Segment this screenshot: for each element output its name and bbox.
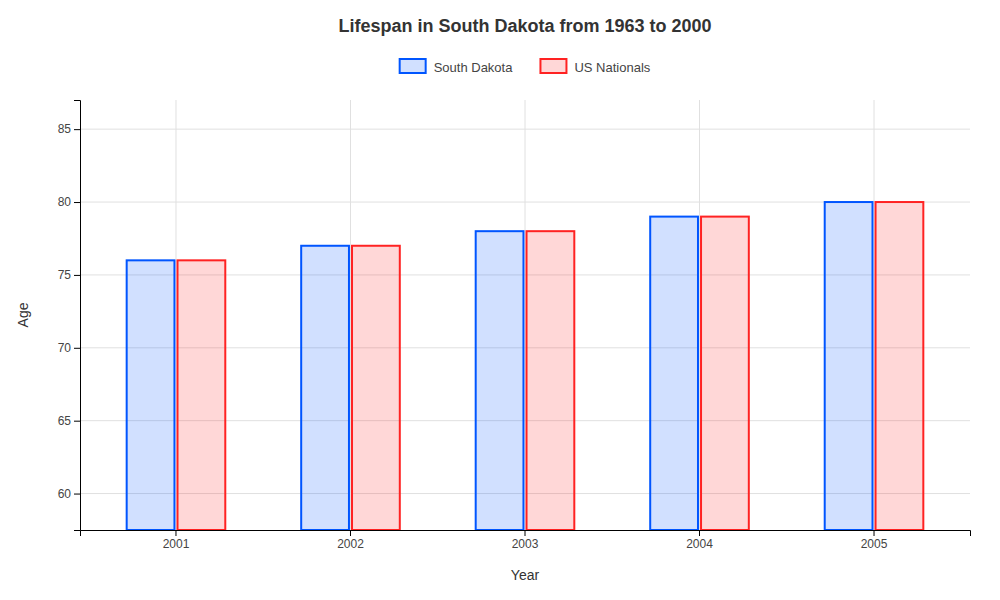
legend: South Dakota US Nationals bbox=[400, 59, 651, 75]
bar bbox=[650, 217, 698, 530]
tick-mark bbox=[175, 530, 176, 536]
tick: 80 bbox=[58, 195, 80, 209]
tick-label: 70 bbox=[58, 341, 72, 355]
bar bbox=[178, 260, 226, 530]
tick: 2005 bbox=[861, 530, 888, 551]
tick-label: 80 bbox=[58, 195, 72, 209]
bars bbox=[127, 202, 924, 530]
chart-title: Lifespan in South Dakota from 1963 to 20… bbox=[338, 16, 711, 36]
grid bbox=[80, 100, 970, 530]
tick: 2004 bbox=[686, 530, 713, 551]
tick-label: 2003 bbox=[512, 537, 539, 551]
bar bbox=[876, 202, 924, 530]
tick-label: 65 bbox=[58, 414, 72, 428]
tick-label: 85 bbox=[58, 122, 72, 136]
tick: 65 bbox=[58, 414, 80, 428]
tick: 70 bbox=[58, 341, 80, 355]
axis-domain bbox=[74, 101, 81, 531]
grid-line-x bbox=[175, 100, 176, 530]
x-axis-title: Year bbox=[511, 567, 540, 583]
grid-line-x bbox=[699, 100, 700, 530]
bar bbox=[527, 231, 575, 530]
tick-mark bbox=[74, 202, 80, 203]
legend-swatch bbox=[540, 59, 566, 73]
bar-series bbox=[178, 202, 924, 530]
tick-mark bbox=[74, 421, 80, 422]
tick-mark bbox=[74, 275, 80, 276]
tick-mark bbox=[699, 530, 700, 536]
bar bbox=[352, 246, 400, 530]
grid-line-x bbox=[525, 100, 526, 530]
bar bbox=[701, 217, 749, 530]
x-axis: 2001 2002 2003 2004 2005 bbox=[81, 530, 971, 551]
bar bbox=[825, 202, 873, 530]
tick: 2003 bbox=[512, 530, 539, 551]
bar-series bbox=[127, 202, 873, 530]
tick-label: 2001 bbox=[163, 537, 190, 551]
chart-svg: 2001 2002 2003 2004 2005 60 65 70 75 80 85 Year Age L… bbox=[0, 0, 1000, 600]
tick-mark bbox=[874, 530, 875, 536]
bar bbox=[476, 231, 524, 530]
legend-item: South Dakota bbox=[400, 59, 514, 75]
tick-label: 2002 bbox=[337, 537, 364, 551]
tick-label: 75 bbox=[58, 268, 72, 282]
plot-area: 2001 2002 2003 2004 2005 60 65 70 75 80 85 bbox=[58, 100, 971, 551]
tick-label: 2005 bbox=[861, 537, 888, 551]
tick-mark bbox=[74, 494, 80, 495]
tick: 85 bbox=[58, 122, 80, 136]
chart-container: 2001 2002 2003 2004 2005 60 65 70 75 80 85 Year Age L… bbox=[0, 0, 1000, 600]
bar bbox=[301, 246, 349, 530]
grid-line-x bbox=[350, 100, 351, 530]
tick: 75 bbox=[58, 268, 80, 282]
legend-label: US Nationals bbox=[574, 60, 650, 75]
legend-item: US Nationals bbox=[540, 59, 650, 75]
y-axis: 60 65 70 75 80 85 bbox=[58, 101, 81, 531]
bar bbox=[127, 260, 175, 530]
tick: 2002 bbox=[337, 530, 364, 551]
tick-mark bbox=[350, 530, 351, 536]
y-axis-title: Age bbox=[15, 302, 31, 327]
axis-domain bbox=[81, 531, 971, 537]
legend-swatch bbox=[400, 59, 426, 73]
grid-line-x bbox=[874, 100, 875, 530]
tick: 2001 bbox=[163, 530, 190, 551]
tick-mark bbox=[525, 530, 526, 536]
legend-label: South Dakota bbox=[434, 60, 514, 75]
tick: 60 bbox=[58, 487, 80, 501]
tick-label: 60 bbox=[58, 487, 72, 501]
tick-label: 2004 bbox=[686, 537, 713, 551]
tick-mark bbox=[74, 129, 80, 130]
tick-mark bbox=[74, 348, 80, 349]
